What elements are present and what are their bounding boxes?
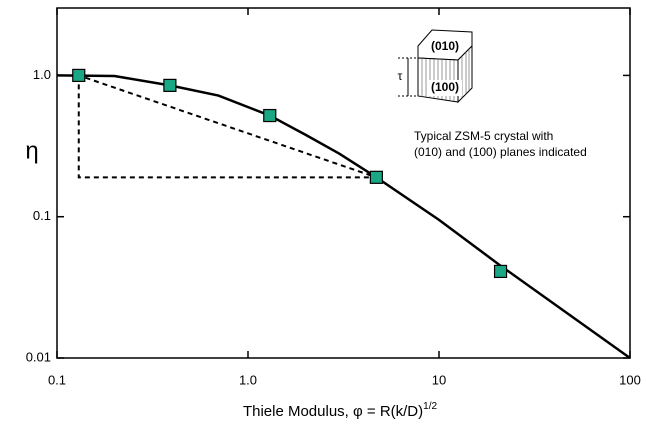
- y-axis-label: η: [25, 137, 38, 164]
- x-axis-label: Thiele Modulus, φ = R(k/D)1/2: [243, 401, 438, 420]
- dashed-line: [77, 74, 377, 179]
- y-tick-label: 0.01: [26, 349, 51, 364]
- x-axis-label-main: Thiele Modulus, φ = R(k/D): [243, 403, 423, 420]
- x-tick-label: 100: [619, 372, 641, 387]
- marker: [163, 78, 177, 92]
- x-tick-label: 10: [432, 372, 446, 387]
- thickness-label: τ: [398, 69, 403, 83]
- curve: [56, 74, 631, 360]
- caption: Typical ZSM-5 crystal with: [414, 129, 553, 143]
- front-face-label: (100): [431, 80, 459, 94]
- label-bg: [428, 80, 462, 96]
- marker: [493, 264, 508, 279]
- x-axis-label-sup: 1/2: [423, 401, 437, 412]
- marker: [72, 68, 86, 83]
- y-tick-label: 1.0: [33, 67, 51, 82]
- top-face-label: (010): [431, 39, 459, 53]
- marker: [263, 108, 277, 123]
- y-tick-label: 0.1: [33, 208, 51, 223]
- marker: [369, 170, 383, 184]
- caption: (010) and (100) planes indicated: [414, 145, 587, 159]
- plot-frame: [56, 7, 631, 359]
- x-tick-label: 1.0: [239, 372, 257, 387]
- x-tick-label: 0.1: [48, 372, 66, 387]
